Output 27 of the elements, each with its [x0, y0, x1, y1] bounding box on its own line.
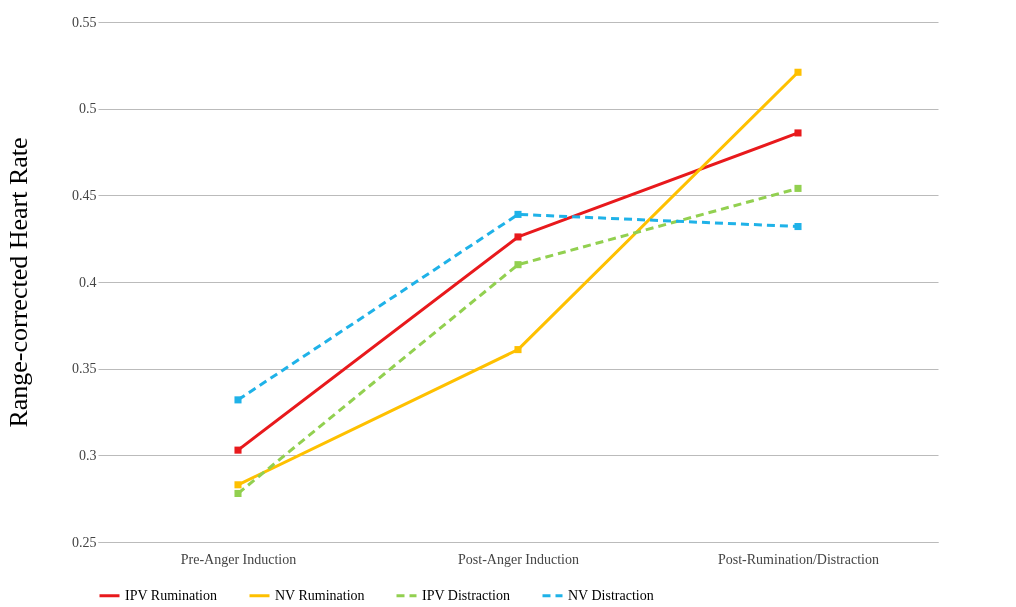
y-tick-label: 0.25	[72, 534, 97, 550]
point	[794, 223, 802, 231]
x-tick-label: Post-Rumination/Distraction	[718, 551, 879, 567]
y-tick-label: 0.4	[79, 274, 97, 290]
legend-label: IPV Rumination	[125, 587, 217, 603]
y-tick-label: 0.55	[72, 14, 97, 30]
legend-label: IPV Distraction	[422, 587, 511, 603]
point	[514, 210, 522, 218]
point	[514, 261, 522, 269]
point	[794, 68, 802, 76]
y-tick-label: 0.5	[79, 101, 97, 117]
point	[234, 446, 242, 454]
point	[794, 184, 802, 192]
point	[234, 396, 242, 404]
point	[514, 233, 522, 241]
point	[794, 129, 802, 137]
x-tick-label: Pre-Anger Induction	[180, 551, 297, 567]
y-tick-label: 0.3	[79, 447, 97, 463]
y-axis-title: Range-corrected Heart Rate	[4, 137, 33, 428]
point	[234, 489, 242, 497]
y-tick-label: 0.45	[72, 187, 97, 203]
legend-label: NV Distraction	[568, 587, 654, 603]
point	[234, 481, 242, 489]
y-tick-label: 0.35	[72, 361, 97, 377]
x-tick-label: Post-Anger Induction	[458, 551, 579, 567]
point	[514, 346, 522, 354]
legend-label: NV Rumination	[275, 587, 365, 603]
